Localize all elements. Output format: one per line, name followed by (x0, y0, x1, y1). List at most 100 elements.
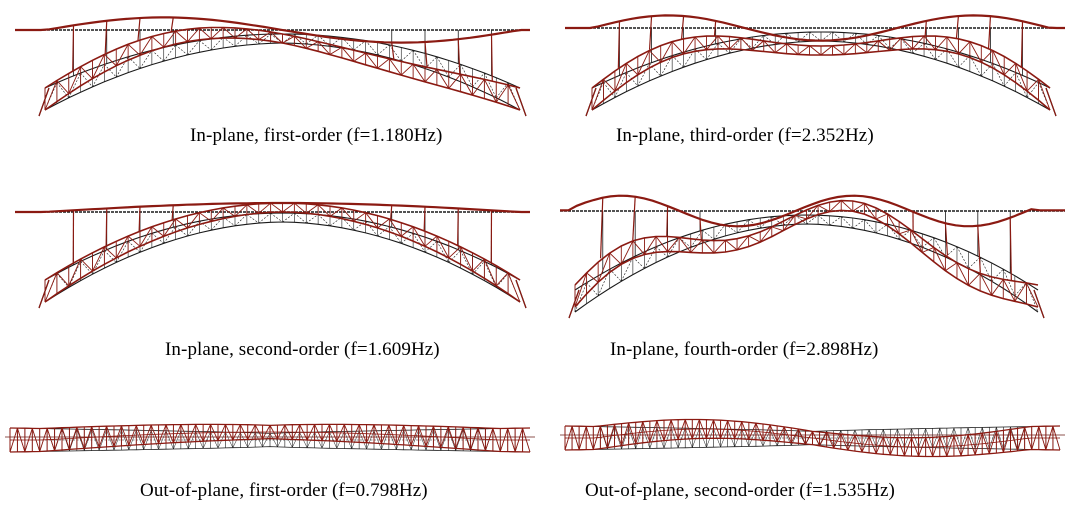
truss-diagonal-undeformed (1015, 72, 1028, 98)
plan-bracing-deformed (143, 424, 152, 445)
mode-panel-outofplane-second: Out-of-plane, second-order (f=1.535Hz) (560, 400, 1070, 511)
truss-diagonal-deformed (910, 229, 923, 253)
truss-diagonal-deformed (115, 44, 129, 66)
truss-diagonal-deformed (898, 229, 911, 235)
plan-bracing-deformed (677, 419, 686, 440)
truss-diagonal-deformed (794, 214, 807, 220)
truss-diagonal-deformed (377, 58, 390, 69)
caption-inplane-third: In-plane, third-order (f=2.352Hz) (616, 125, 874, 146)
truss-diagonal-undeformed (139, 233, 153, 253)
plan-bracing-deformed (314, 424, 323, 441)
plan-bracing-deformed (847, 435, 856, 451)
truss-diagonal-deformed (104, 246, 117, 259)
truss-diagonal-undeformed (353, 40, 366, 51)
truss-diagonal-undeformed (1026, 82, 1039, 98)
plan-bracing-undeformed (202, 431, 211, 449)
truss-diagonal-undeformed (981, 63, 993, 77)
truss-diagonal-deformed (436, 69, 450, 89)
truss-diagonal-deformed (187, 212, 200, 229)
plan-bracing-deformed (932, 436, 941, 457)
truss-diagonal-deformed (614, 63, 627, 92)
truss-diagonal-undeformed (317, 34, 331, 47)
truss-diagonal-deformed (832, 45, 845, 55)
truss-diagonal-deformed (222, 27, 236, 39)
plan-bracing-deformed (882, 436, 891, 456)
plan-bracing-deformed (656, 420, 665, 441)
truss-diagonal-undeformed (484, 261, 497, 288)
truss-diagonal-deformed (460, 246, 473, 272)
truss-diagonal-deformed (353, 212, 366, 222)
plan-bracing-undeformed (755, 429, 764, 447)
truss-diagonal-deformed (968, 273, 981, 286)
truss-diagonal-undeformed (199, 40, 212, 51)
truss-diagonal-deformed (483, 79, 497, 103)
plan-bracing-deformed (121, 425, 130, 446)
truss-diagonal-deformed (365, 212, 378, 229)
truss-diagonal-undeformed (258, 33, 271, 45)
truss-diagonal-undeformed (234, 214, 248, 227)
plan-bracing-undeformed (989, 427, 997, 449)
plan-bracing-undeformed (462, 429, 471, 452)
spandrel-column-deformed (457, 208, 459, 246)
truss-diagonal-undeformed (866, 35, 879, 45)
plan-bracing-deformed (9, 427, 18, 453)
truss-diagonal-deformed (56, 80, 70, 94)
spandrel-column-deformed (423, 206, 426, 232)
plan-bracing-deformed (388, 424, 397, 445)
truss-diagonal-deformed (740, 37, 753, 51)
plan-bracing-deformed (499, 428, 509, 452)
truss-diagonal-deformed (234, 28, 248, 39)
plan-bracing-deformed (642, 421, 651, 443)
truss-diagonal-deformed (763, 40, 776, 53)
truss-diagonal-deformed (400, 63, 414, 76)
truss-diagonal-undeformed (151, 50, 164, 62)
truss-diagonal-deformed (683, 36, 696, 55)
truss-diagonal-deformed (163, 30, 176, 48)
truss-diagonal-deformed (609, 252, 622, 265)
plan-bracing-deformed (403, 425, 412, 446)
spandrel-column-deformed (648, 16, 653, 50)
plan-bracing-undeformed (670, 427, 679, 448)
truss-diagonal-deformed (797, 45, 810, 55)
spandrel-column-deformed (170, 17, 174, 32)
spandrel-column-deformed (424, 41, 428, 67)
truss-diagonal-deformed (958, 41, 971, 55)
truss-diagonal-deformed (258, 202, 271, 214)
truss-diagonal-deformed (771, 226, 784, 232)
truss-diagonal-deformed (782, 215, 796, 231)
truss-diagonal-deformed (748, 235, 761, 243)
plan-bracing-deformed (269, 425, 278, 440)
truss-diagonal-deformed (806, 205, 819, 220)
truss-diagonal-deformed (644, 236, 657, 255)
plan-bracing-undeformed (410, 429, 419, 450)
truss-diagonal-deformed (412, 226, 426, 247)
truss-diagonal-deformed (1003, 63, 1016, 76)
truss-diagonal-undeformed (794, 214, 807, 225)
bridge-mode-shape-outofplane-first (5, 423, 535, 453)
truss-diagonal-undeformed (774, 33, 787, 45)
truss-diagonal-undeformed (175, 44, 188, 56)
plan-bracing-undeformed (868, 429, 877, 447)
truss-diagonal-deformed (820, 45, 833, 56)
truss-diagonal-deformed (507, 272, 521, 303)
truss-diagonal-undeformed (496, 273, 509, 288)
plan-bracing-deformed (649, 420, 658, 443)
plan-bracing-deformed (366, 424, 375, 443)
spandrel-column-deformed (1020, 21, 1024, 68)
truss-diagonal-deformed (68, 66, 82, 94)
truss-diagonal-undeformed (979, 257, 992, 282)
truss-diagonal-deformed (187, 27, 200, 42)
plan-bracing-deformed (1024, 427, 1033, 450)
plan-bracing-deformed (522, 427, 531, 453)
truss-diagonal-deformed (717, 35, 730, 50)
plan-bracing-deformed (180, 424, 189, 443)
truss-diagonal-deformed (139, 226, 153, 247)
plan-bracing-undeformed (358, 431, 367, 450)
plan-bracing-deformed (83, 426, 93, 449)
truss-diagonal-deformed (270, 31, 283, 44)
spandrel-column-deformed (944, 223, 949, 256)
plan-bracing-deformed (812, 431, 820, 447)
truss-diagonal-deformed (199, 27, 212, 40)
spandrel-column-deformed (138, 206, 141, 232)
mode-panel-inplane-second: In-plane, second-order (f=1.609Hz) (0, 175, 540, 375)
